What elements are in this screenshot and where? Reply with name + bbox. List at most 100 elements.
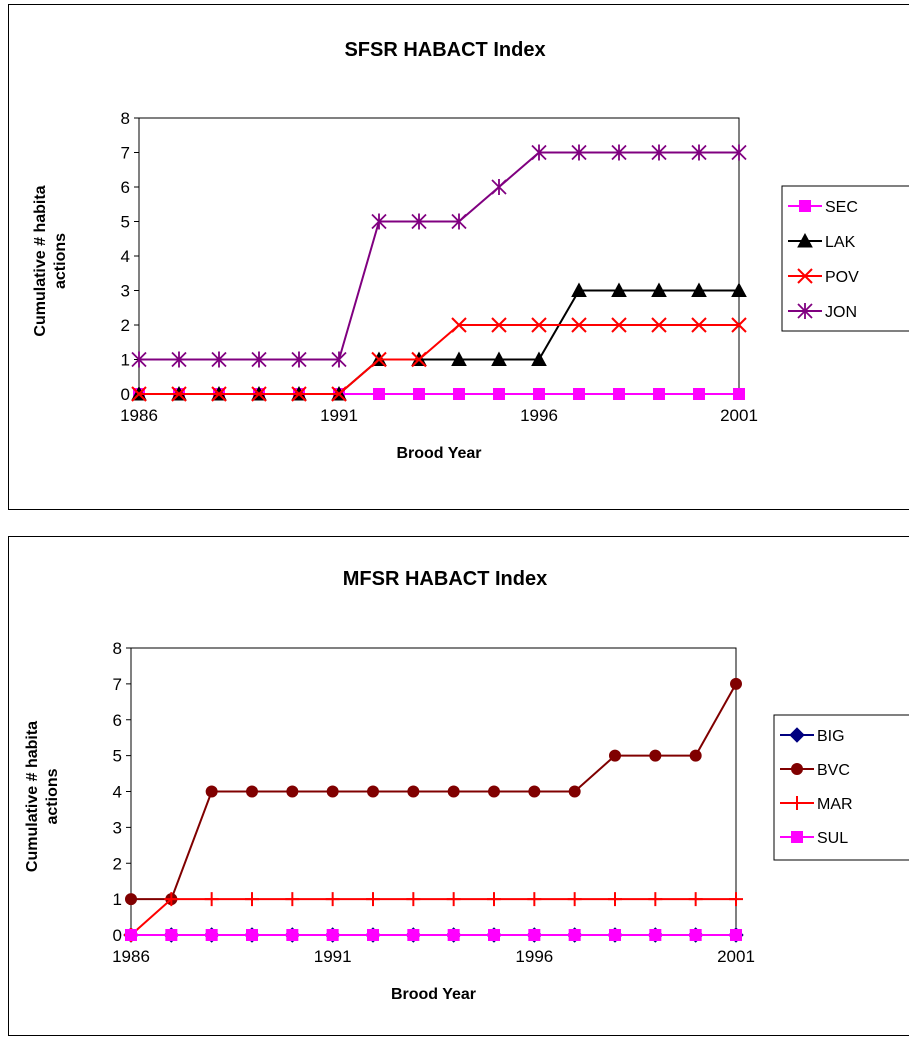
legend-marker xyxy=(797,268,813,284)
data-point xyxy=(211,351,227,368)
data-point xyxy=(373,388,385,400)
data-point xyxy=(165,929,178,941)
data-point xyxy=(611,144,627,161)
data-point xyxy=(567,892,582,907)
y-tick-label: 2 xyxy=(113,854,122,873)
data-point xyxy=(131,386,147,402)
data-point xyxy=(649,749,662,762)
data-point xyxy=(651,144,667,161)
data-point xyxy=(251,386,267,402)
data-point xyxy=(131,351,147,368)
y-axis-title: Cumulative # habita actions xyxy=(32,185,69,336)
data-point xyxy=(528,785,541,798)
x-tick-label: 2001 xyxy=(717,947,755,966)
data-point xyxy=(531,317,547,333)
data-point xyxy=(571,317,587,333)
legend-label: MAR xyxy=(817,796,853,813)
y-tick-label: 3 xyxy=(121,282,130,301)
data-point xyxy=(251,351,267,368)
y-tick-label: 6 xyxy=(121,178,130,197)
data-point xyxy=(648,892,663,907)
data-point xyxy=(571,282,587,297)
series-pov xyxy=(131,317,747,402)
data-point xyxy=(285,892,300,907)
chart-title: MFSR HABACT Index xyxy=(343,568,547,590)
legend-item: SEC xyxy=(788,199,858,216)
series-mar xyxy=(124,892,743,942)
y-axis-title-line: Cumulative # habita xyxy=(24,721,41,872)
data-point xyxy=(447,785,460,798)
y-axis-title-line: actions xyxy=(44,768,61,824)
series-jon xyxy=(131,144,747,368)
data-point xyxy=(286,929,299,941)
data-point xyxy=(568,929,581,941)
x-tick-label: 1986 xyxy=(112,947,150,966)
data-point xyxy=(407,785,420,798)
data-point xyxy=(246,785,258,798)
y-tick-label: 8 xyxy=(121,109,130,128)
data-point xyxy=(488,929,500,941)
data-point xyxy=(528,929,541,941)
chart-title: SFSR HABACT Index xyxy=(344,39,545,61)
chart-sfsr: SFSR HABACT Index 0 1 2 3 4 5 6 7 8 1986 1991 1996 20… xyxy=(8,4,909,510)
y-tick-label: 0 xyxy=(121,385,130,404)
data-point xyxy=(204,892,219,907)
legend-label: BVC xyxy=(817,762,850,779)
data-point xyxy=(653,388,665,400)
data-point xyxy=(491,317,507,333)
data-point xyxy=(164,892,179,907)
data-point xyxy=(493,388,505,400)
legend-item: BVC xyxy=(780,762,850,779)
data-point xyxy=(731,282,747,297)
legend-label: SUL xyxy=(817,830,848,847)
data-point xyxy=(487,892,501,907)
x-axis-title: Brood Year xyxy=(391,986,476,1003)
series-line xyxy=(139,324,739,395)
data-point xyxy=(691,317,707,333)
data-point xyxy=(366,892,380,907)
data-point xyxy=(609,749,621,762)
y-tick-label: 3 xyxy=(113,818,122,837)
data-point xyxy=(693,388,705,400)
legend-label: SEC xyxy=(825,199,858,216)
data-point xyxy=(171,386,187,402)
y-tick-label: 2 xyxy=(121,316,130,335)
data-point xyxy=(367,929,379,941)
data-point xyxy=(326,929,339,941)
y-tick-label: 5 xyxy=(113,747,122,766)
data-point xyxy=(371,213,387,230)
data-point xyxy=(451,213,467,230)
legend-item: POV xyxy=(788,268,859,286)
legend: BIG BVC MAR SUL xyxy=(773,714,909,861)
data-point xyxy=(446,892,461,907)
x-tick-label: 1991 xyxy=(314,947,352,966)
data-point xyxy=(491,179,507,195)
data-point xyxy=(531,144,547,161)
legend-marker xyxy=(791,831,803,843)
legend-item: LAK xyxy=(788,232,856,251)
data-point xyxy=(691,282,707,297)
data-point xyxy=(691,144,707,161)
data-point xyxy=(371,351,387,368)
data-point xyxy=(571,144,587,161)
data-point xyxy=(731,317,747,333)
data-point xyxy=(451,351,467,366)
series-line xyxy=(131,683,737,901)
x-tick-label: 1996 xyxy=(515,947,553,966)
data-point xyxy=(651,282,667,297)
legend-item: MAR xyxy=(780,796,853,813)
legend-item: JON xyxy=(788,303,857,321)
legend-marker xyxy=(791,763,803,775)
series-line xyxy=(130,898,736,936)
data-point xyxy=(611,317,627,333)
data-point xyxy=(531,351,547,366)
data-point xyxy=(411,351,427,368)
data-point xyxy=(245,892,259,907)
y-tick-label: 8 xyxy=(113,639,122,658)
data-point xyxy=(608,892,622,907)
x-tick-label: 1996 xyxy=(520,406,558,425)
data-point xyxy=(291,351,307,368)
series-sul xyxy=(125,929,742,941)
data-point xyxy=(733,388,745,400)
legend-label: BIG xyxy=(817,728,845,745)
